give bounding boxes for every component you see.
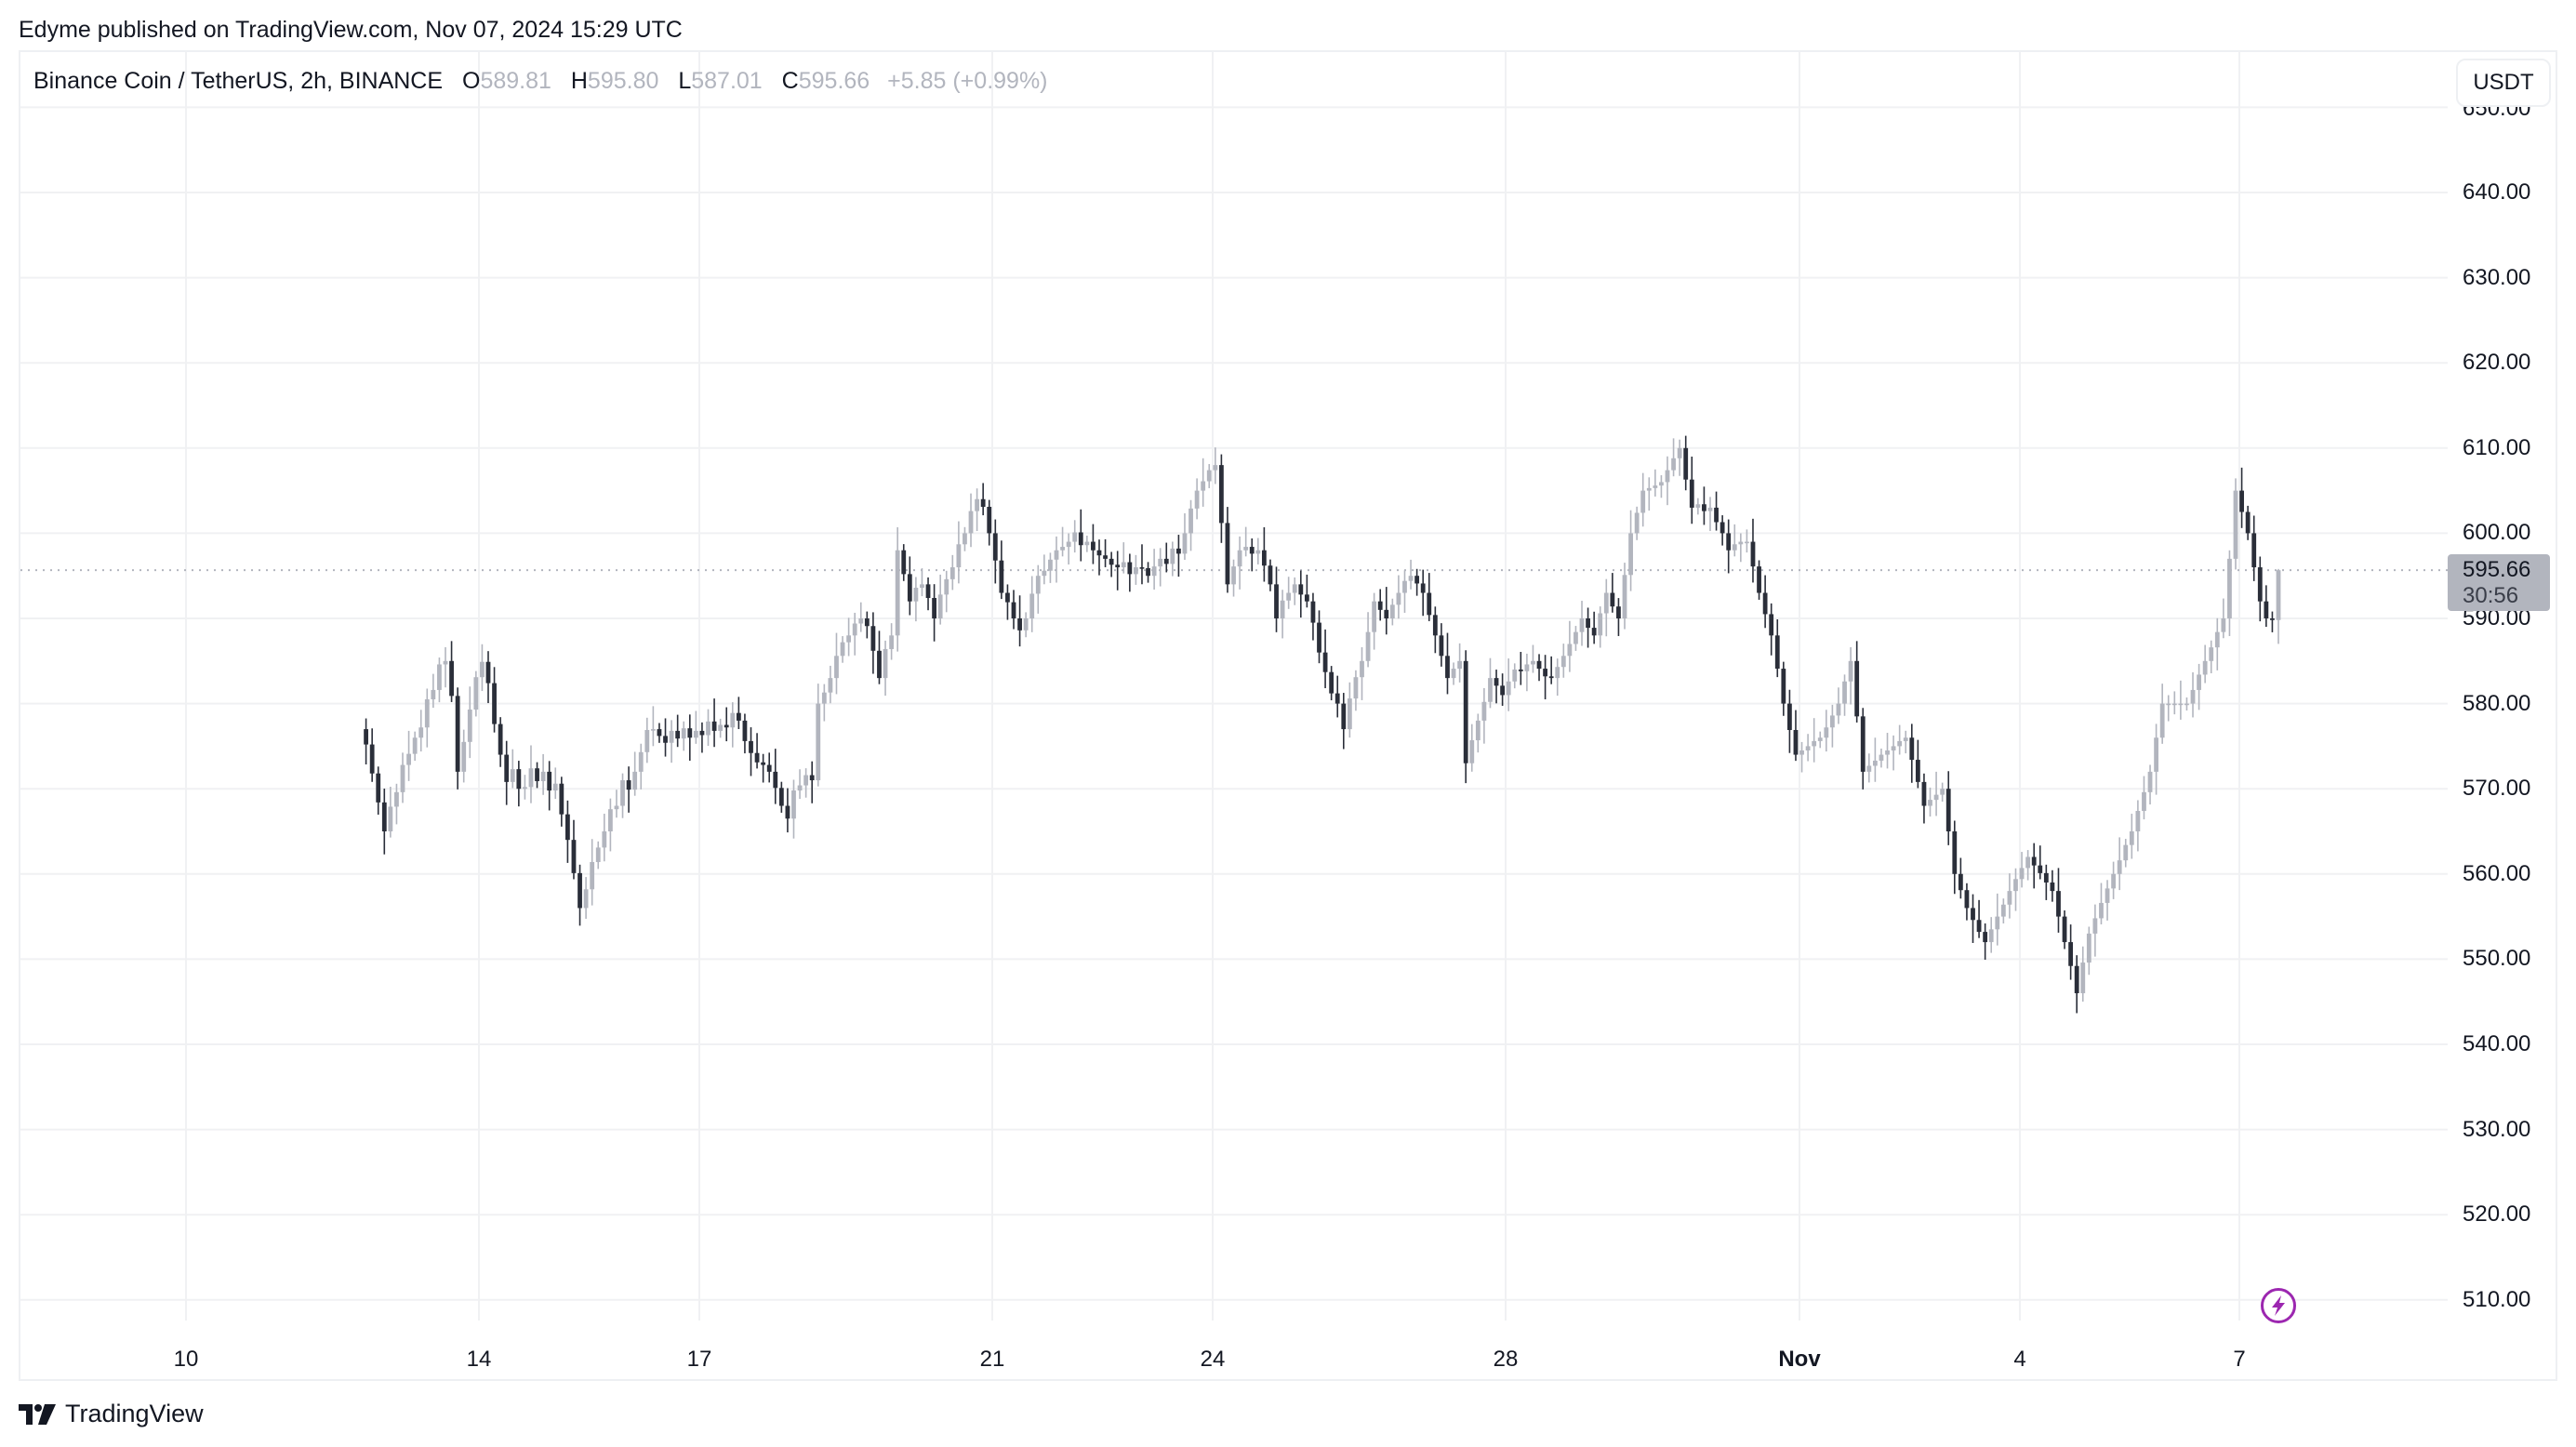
time-tick-label: 7 [2233,1347,2246,1372]
published-byline: Edyme published on TradingView.com, Nov … [19,17,683,43]
price-tick-label: 570.00 [2463,776,2531,802]
price-tick-label: 640.00 [2463,179,2531,205]
price-tick-label: 610.00 [2463,434,2531,460]
high-label: H [570,68,588,94]
price-tick-label: 600.00 [2463,520,2531,546]
low-label: L [678,68,692,94]
price-tick-label: 550.00 [2463,946,2531,972]
open-label: O [461,68,481,94]
symbol-legend: Binance Coin / TetherUS, 2h, BINANCE O58… [33,68,1048,95]
low-value: 587.01 [691,68,763,94]
time-tick-label: 24 [1200,1347,1226,1372]
time-tick-label: 21 [979,1347,1005,1372]
time-tick-label: 17 [686,1347,712,1372]
time-tick-label: 4 [2013,1347,2026,1372]
last-price-label: 595.66 30:56 [2448,554,2550,611]
currency-button[interactable]: USDT [2456,59,2551,107]
time-tick-label: Nov [1778,1347,1821,1372]
price-tick-label: 520.00 [2463,1201,2531,1228]
high-value: 595.80 [587,68,659,94]
price-tick-label: 560.00 [2463,860,2531,886]
bar-countdown: 30:56 [2463,583,2519,608]
price-tick-label: 630.00 [2463,264,2531,290]
time-tick-label: 28 [1493,1347,1519,1372]
tradingview-logo[interactable]: TradingView [19,1400,204,1428]
lightning-icon[interactable] [2260,1287,2297,1324]
close-label: C [781,68,799,94]
symbol-title[interactable]: Binance Coin / TetherUS, 2h, BINANCE [33,68,444,94]
time-tick-label: 14 [466,1347,492,1372]
price-tick-label: 580.00 [2463,690,2531,716]
tradingview-logo-icon [19,1403,56,1425]
change-value: +5.85 (+0.99%) [887,68,1048,94]
time-tick-label: 10 [173,1347,199,1372]
price-tick-label: 540.00 [2463,1031,2531,1056]
price-tick-label: 530.00 [2463,1116,2531,1142]
price-tick-label: 620.00 [2463,350,2531,376]
price-tick-label: 510.00 [2463,1286,2531,1312]
close-value: 595.66 [798,68,870,94]
last-price: 595.66 [2463,557,2531,582]
chart-frame [19,50,2557,1381]
tradingview-brand: TradingView [65,1400,204,1427]
open-value: 589.81 [480,68,551,94]
